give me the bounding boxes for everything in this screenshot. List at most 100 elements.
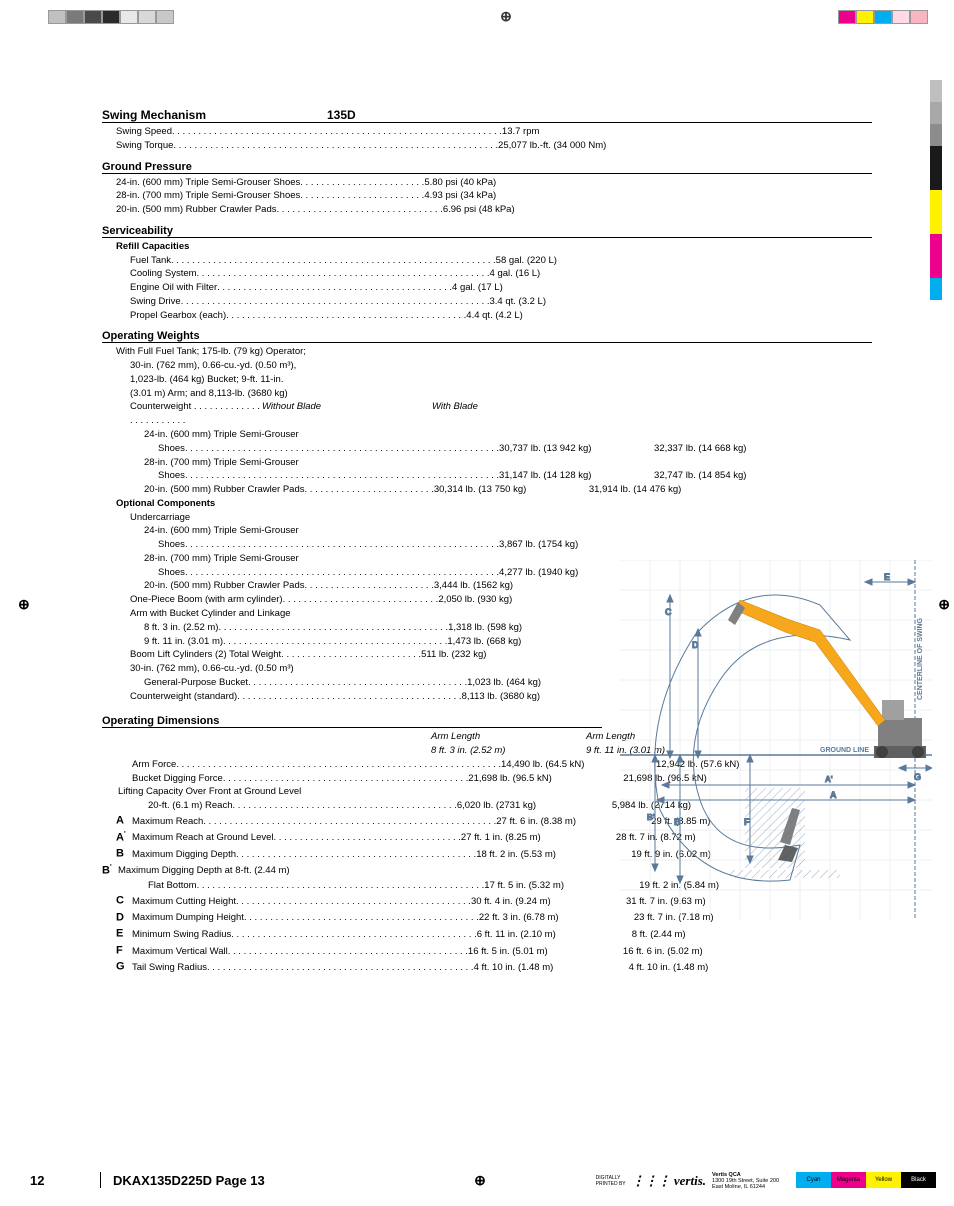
spec-label: Boom Lift Cylinders (2) Total Weight — [130, 648, 281, 662]
spec-label: Fuel Tank — [130, 254, 171, 268]
spec-label: 9 ft. 11 in. (3.01 m) — [144, 635, 223, 649]
registration-mark-top: ⊕ — [500, 8, 512, 25]
with-blade-header: With Blade — [432, 400, 587, 414]
spec-row: With Full Fuel Tank; 175-lb. (79 kg) Ope… — [102, 345, 872, 359]
spec-row: EMinimum Swing Radius. . . . . . . . . .… — [102, 926, 872, 943]
spec-label: Maximum Reach — [132, 815, 203, 829]
spec-label: Shoes — [158, 538, 185, 552]
spec-value-1: 25,077 lb.-ft. (34 000 Nm) — [498, 139, 653, 153]
spec-value-1: 31,147 lb. (14 128 kg) — [499, 469, 654, 483]
spec-value-1: 8,113 lb. (3680 kg) — [462, 690, 617, 704]
spec-row: 24-in. (600 mm) Triple Semi-Grouser — [102, 428, 872, 442]
spec-label: Maximum Digging Depth — [132, 848, 236, 862]
svg-text:B': B' — [647, 813, 655, 822]
spec-row: Cooling System. . . . . . . . . . . . . … — [102, 267, 872, 281]
spec-label: 8 ft. 3 in. (2.52 m) — [144, 621, 218, 635]
spec-row: 1,023-lb. (464 kg) Bucket; 9-ft. 11-in. — [102, 373, 872, 387]
spec-value-2: 31,914 lb. (14 476 kg) — [589, 483, 744, 497]
spec-value-1: 4.4 qt. (4.2 L) — [466, 309, 621, 323]
page-number: 12 — [30, 1173, 100, 1188]
optional-components-label: Optional Components — [116, 497, 215, 511]
ground-line-label: GROUND LINE — [820, 747, 869, 754]
spec-row: 28-in. (700 mm) Triple Semi-Grouser Shoe… — [102, 189, 872, 203]
spec-value-1: 1,473 lb. (668 kg) — [447, 635, 602, 649]
spec-text: 28-in. (700 mm) Triple Semi-Grouser — [144, 456, 299, 470]
spec-text: Maximum Digging Depth at 8-ft. (2.44 m) — [118, 864, 290, 878]
section-title: Swing Mechanism — [102, 108, 327, 122]
spec-value-1: 3,867 lb. (1754 kg) — [499, 538, 654, 552]
spec-row: (3.01 m) Arm; and 8,113-lb. (3680 kg) — [102, 387, 872, 401]
spec-value-2: 32,747 lb. (14 854 kg) — [654, 469, 809, 483]
vertis-imprint: DIGITALLYPRINTED BY ⋮⋮⋮ vertis. Vertis Q… — [596, 1172, 779, 1190]
spec-value-1: 3,444 lb. (1562 kg) — [434, 579, 589, 593]
spec-row: Shoes. . . . . . . . . . . . . . . . . .… — [102, 469, 872, 483]
spec-value-1: 18 ft. 2 in. (5.53 m) — [476, 848, 631, 862]
spec-text: 24-in. (600 mm) Triple Semi-Grouser — [144, 428, 299, 442]
side-color-bar — [930, 80, 942, 300]
spec-label: 20-in. (500 mm) Rubber Crawler Pads — [144, 483, 305, 497]
undercarriage-label: Undercarriage — [130, 511, 190, 525]
svg-text:C: C — [665, 607, 672, 617]
spec-label: One-Piece Boom (with arm cylinder) — [130, 593, 283, 607]
section-ground-pressure: Ground Pressure — [102, 161, 872, 174]
spec-value-1: 17 ft. 5 in. (5.32 m) — [484, 879, 639, 893]
refill-capacities-label: Refill Capacities — [116, 240, 189, 254]
spec-label: Minimum Swing Radius — [132, 928, 231, 942]
spec-value-1: 5.80 psi (40 kPa) — [424, 176, 579, 190]
spec-text: Arm with Bucket Cylinder and Linkage — [130, 607, 291, 621]
document-id: DKAX135D225D Page 13 — [113, 1173, 265, 1188]
spec-value-1: 21,698 lb. (96.5 kN) — [468, 772, 623, 786]
spec-label: Shoes — [158, 442, 185, 456]
spec-value-1: 22 ft. 3 in. (6.78 m) — [479, 911, 634, 925]
model-label: 135D — [327, 108, 356, 122]
spec-row: FMaximum Vertical Wall. . . . . . . . . … — [102, 943, 872, 960]
spec-value-1: 6 ft. 11 in. (2.10 m) — [477, 928, 632, 942]
spec-label: Maximum Cutting Height — [132, 895, 236, 909]
spec-value-1: 4.93 psi (34 kPa) — [424, 189, 579, 203]
svg-text:F: F — [744, 817, 750, 827]
section-swing-mechanism: Swing Mechanism 135D — [102, 108, 872, 123]
spec-row: Shoes. . . . . . . . . . . . . . . . . .… — [102, 442, 872, 456]
arm-length-col-a-top: Arm Length — [431, 730, 586, 744]
print-marks-top: ⊕ — [48, 8, 928, 25]
svg-text:B: B — [674, 817, 681, 827]
spec-text: 30-in. (762 mm), 0.66-cu.-yd. (0.50 m³) — [130, 662, 294, 676]
spec-value-2: 4 ft. 10 in. (1.48 m) — [629, 961, 784, 975]
spec-label: 20-in. (500 mm) Rubber Crawler Pads — [144, 579, 305, 593]
arm-length-col-a: 8 ft. 3 in. (2.52 m) — [431, 744, 586, 758]
spec-value-1: 1,318 lb. (598 kg) — [448, 621, 603, 635]
registration-mark-bottom: ⊕ — [474, 1172, 486, 1189]
svg-text:E: E — [884, 572, 890, 582]
spec-label: Shoes — [158, 566, 185, 580]
spec-value-1: 58 gal. (220 L) — [496, 254, 651, 268]
spec-row: 20-in. (500 mm) Rubber Crawler Pads. . .… — [102, 203, 872, 217]
spec-label: Swing Drive — [130, 295, 181, 309]
spec-label: Tail Swing Radius — [132, 961, 207, 975]
page-footer: 12 DKAX135D225D Page 13 ⊕ — [30, 1172, 930, 1188]
excavator-reach-diagram: GROUND LINE CENTERLINE OF SWING C D E G … — [620, 560, 932, 920]
spec-value-2: 32,337 lb. (14 668 kg) — [654, 442, 809, 456]
spec-label: Bucket Digging Force — [132, 772, 223, 786]
spec-value-1: 30,737 lb. (13 942 kg) — [499, 442, 654, 456]
spec-value-1: 511 lb. (232 kg) — [421, 648, 576, 662]
grayscale-swatches — [48, 10, 174, 24]
svg-text:A: A — [830, 790, 837, 800]
spec-label: Swing Torque — [116, 139, 173, 153]
spec-row: Swing Speed. . . . . . . . . . . . . . .… — [102, 125, 872, 139]
spec-value-1: 3.4 qt. (3.2 L) — [490, 295, 645, 309]
spec-text: With Full Fuel Tank; 175-lb. (79 kg) Ope… — [116, 345, 306, 359]
spec-value-1: 13.7 rpm — [502, 125, 657, 139]
spec-row: 30-in. (762 mm), 0.66-cu.-yd. (0.50 m³), — [102, 359, 872, 373]
spec-label: Propel Gearbox (each) — [130, 309, 226, 323]
spec-label: Flat Bottom — [148, 879, 197, 893]
spec-value-1: 4 gal. (17 L) — [452, 281, 607, 295]
section-operating-weights: Operating Weights — [102, 330, 872, 343]
spec-row: Shoes. . . . . . . . . . . . . . . . . .… — [102, 538, 872, 552]
spec-label: Cooling System — [130, 267, 197, 281]
spec-label: Engine Oil with Filter — [130, 281, 217, 295]
spec-value-1: 30,314 lb. (13 750 kg) — [434, 483, 589, 497]
spec-label: Counterweight (standard) — [130, 690, 237, 704]
spec-value-1: 27 ft. 1 in. (8.25 m) — [461, 831, 616, 845]
spec-label: General-Purpose Bucket — [144, 676, 248, 690]
spec-label: 24-in. (600 mm) Triple Semi-Grouser Shoe… — [116, 176, 300, 190]
